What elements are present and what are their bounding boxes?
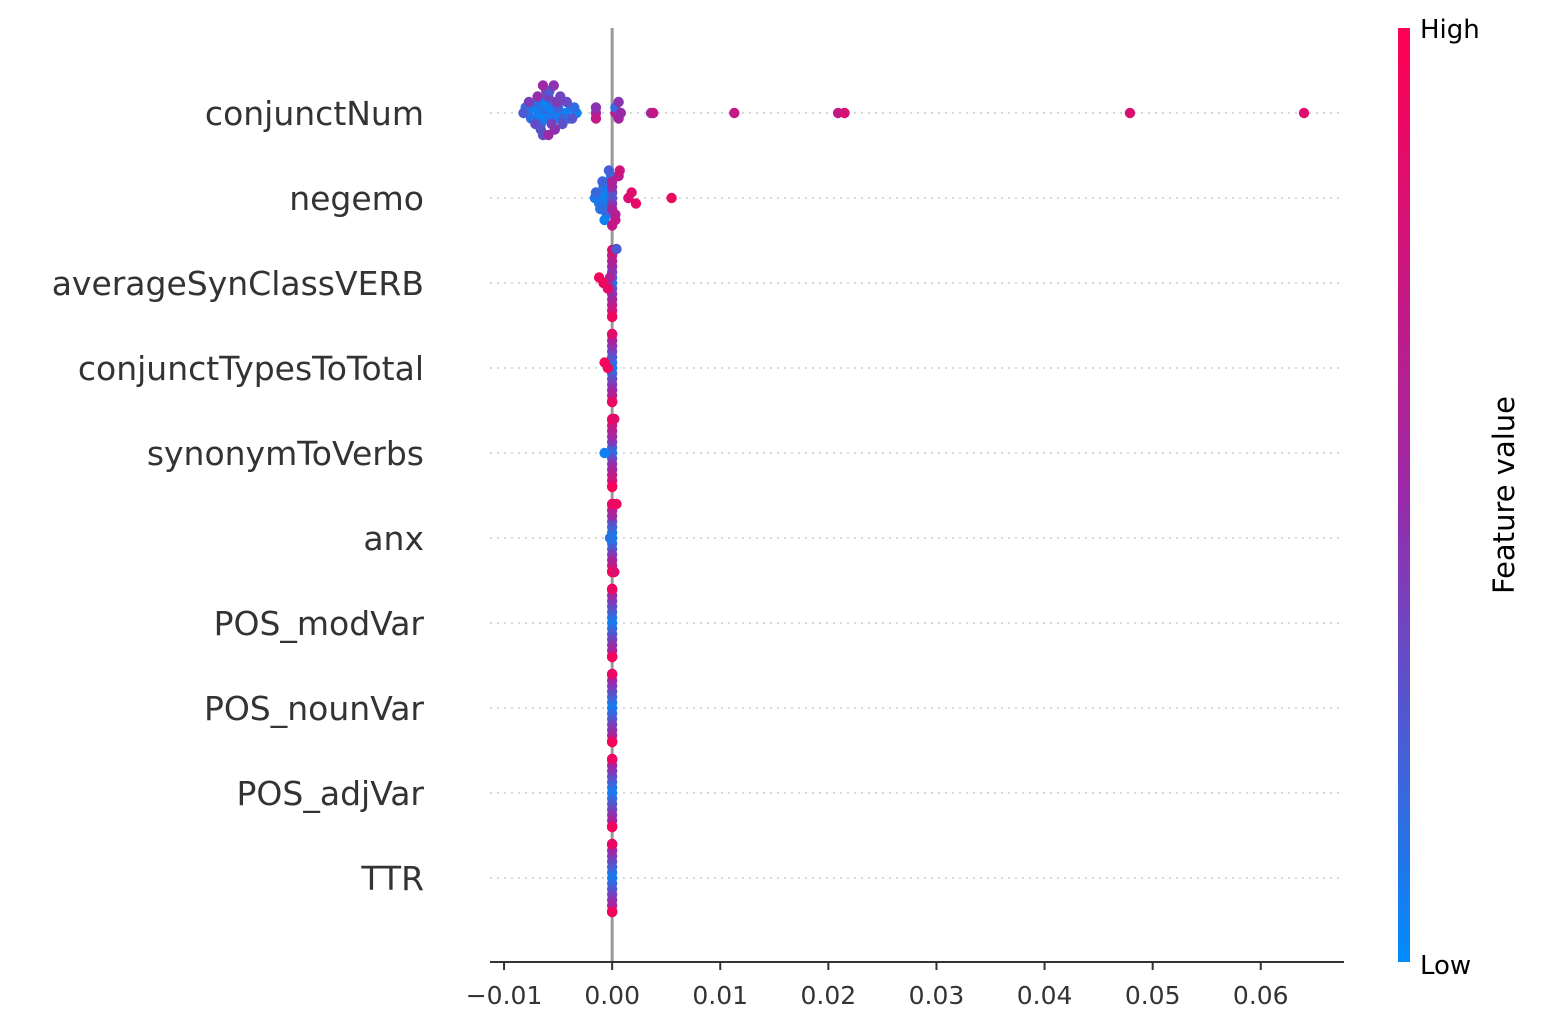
data-point — [666, 192, 677, 204]
data-point — [566, 113, 578, 124]
feature-label: negemo — [289, 179, 424, 218]
data-point — [606, 736, 618, 748]
feature-label: conjunctTypesToTotal — [78, 349, 424, 388]
colorbar-gradient — [1398, 28, 1410, 962]
data-point — [614, 165, 625, 176]
data-point — [606, 651, 618, 663]
data-point — [606, 481, 618, 493]
x-tick-label: 0.06 — [1233, 981, 1289, 1010]
data-point — [609, 413, 620, 425]
x-tick-label: 0.03 — [909, 981, 965, 1010]
data-point — [604, 532, 616, 544]
data-point — [599, 214, 610, 226]
data-point — [602, 283, 614, 294]
feature-label: synonymToVerbs — [147, 434, 424, 473]
data-point — [532, 91, 543, 102]
feature-label: TTR — [360, 859, 424, 898]
data-point — [1124, 107, 1136, 119]
data-point — [606, 328, 618, 340]
x-tick-label: 0.04 — [1017, 981, 1073, 1010]
data-point — [729, 107, 740, 119]
feature-label: POS_nounVar — [204, 689, 424, 728]
data-point — [611, 498, 622, 510]
data-point — [606, 396, 618, 408]
data-point — [839, 107, 850, 119]
data-point — [599, 357, 610, 368]
x-axis-ticks: −0.01 0.00 0.01 0.02 0.03 0.04 0.05 0.06 — [466, 962, 1289, 1010]
data-point — [606, 583, 618, 595]
data-point — [606, 906, 618, 918]
x-tick-label: −0.01 — [466, 981, 543, 1010]
data-point — [606, 753, 618, 765]
data-point — [648, 107, 659, 119]
data-point — [590, 187, 602, 198]
data-point — [569, 102, 580, 113]
data-point — [615, 107, 627, 119]
data-point — [537, 80, 549, 91]
data-point — [523, 96, 535, 108]
data-point — [555, 91, 566, 102]
data-point — [606, 311, 618, 323]
data-point — [606, 220, 618, 231]
colorbar: High Low Feature value — [1398, 15, 1521, 981]
data-points — [518, 80, 1310, 918]
data-point — [630, 198, 642, 209]
x-tick-label: 0.01 — [692, 981, 748, 1010]
colorbar-title: Feature value — [1487, 396, 1521, 594]
data-point — [557, 118, 568, 130]
data-point — [599, 447, 610, 459]
data-point — [609, 566, 620, 578]
data-point — [606, 838, 618, 850]
data-point — [593, 272, 605, 283]
feature-label: anx — [363, 519, 424, 558]
colorbar-high-label: High — [1420, 15, 1480, 45]
feature-label: POS_modVar — [214, 604, 425, 643]
data-point — [626, 187, 637, 198]
data-point — [606, 668, 618, 680]
feature-labels: conjunctNum negemo averageSynClassVERB conj… — [52, 94, 425, 898]
x-tick-label: 0.05 — [1125, 981, 1181, 1010]
data-point — [543, 129, 554, 141]
data-point — [597, 176, 608, 187]
data-point — [606, 821, 618, 833]
feature-label: conjunctNum — [205, 94, 424, 133]
data-point — [611, 243, 622, 255]
x-tick-label: 0.00 — [584, 981, 640, 1010]
data-point — [590, 113, 602, 124]
data-point — [613, 96, 624, 108]
data-point — [590, 102, 602, 113]
data-point — [518, 107, 529, 119]
feature-label: POS_adjVar — [237, 774, 425, 813]
feature-label: averageSynClassVERB — [52, 264, 424, 303]
colorbar-low-label: Low — [1420, 951, 1471, 981]
data-point — [1298, 107, 1310, 119]
feature-row-guides — [490, 112, 1344, 879]
data-point — [548, 80, 559, 91]
data-point — [603, 165, 615, 176]
x-tick-label: 0.02 — [801, 981, 857, 1010]
